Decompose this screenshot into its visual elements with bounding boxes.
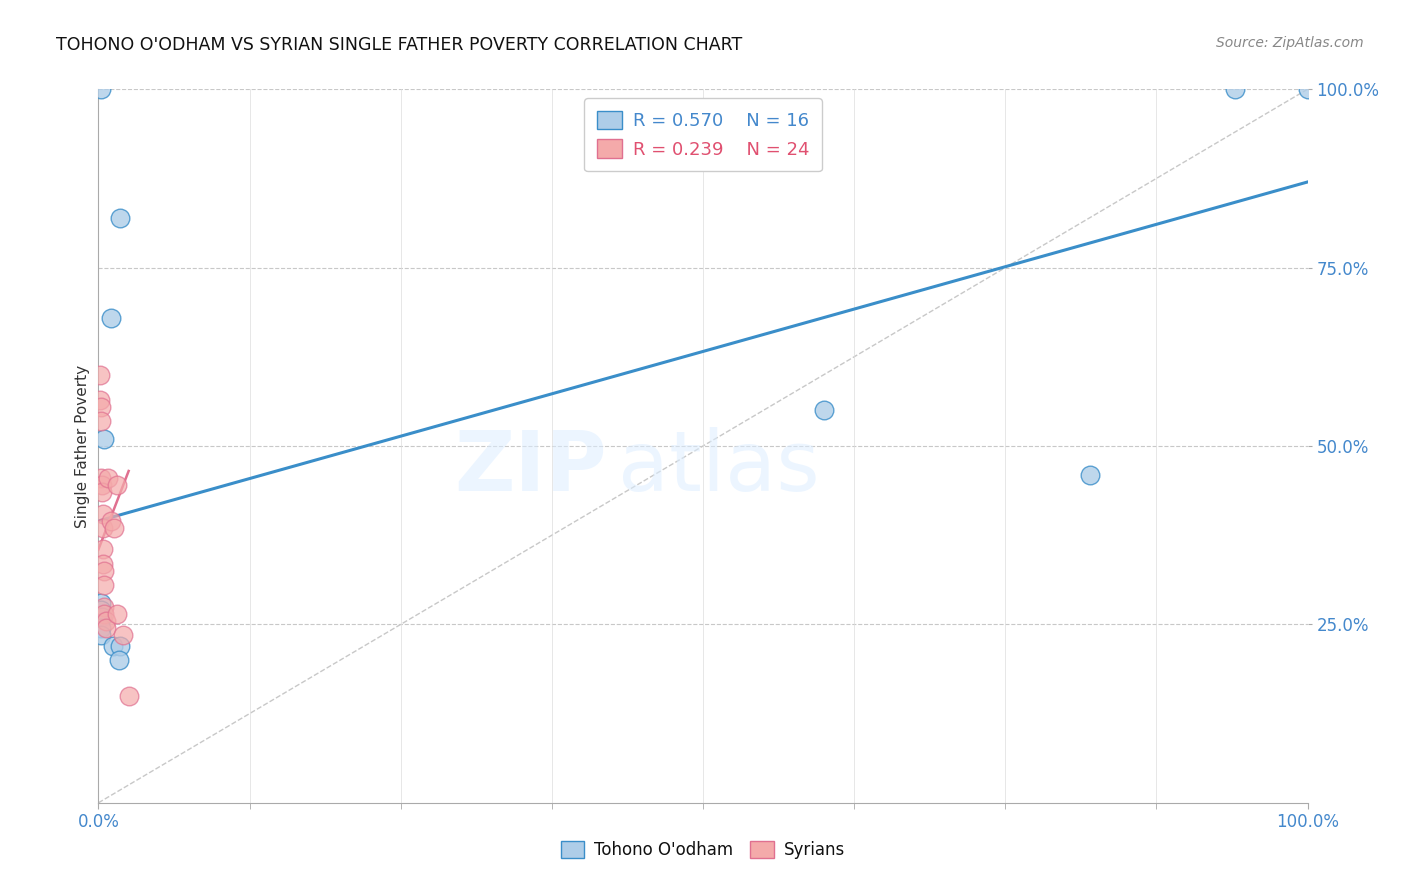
Legend: Tohono O'odham, Syrians: Tohono O'odham, Syrians xyxy=(554,834,852,866)
Point xyxy=(91,485,114,500)
Point xyxy=(108,639,131,653)
Point xyxy=(100,310,122,325)
Y-axis label: Single Father Poverty: Single Father Poverty xyxy=(75,365,90,527)
Point xyxy=(813,403,835,417)
Point xyxy=(111,628,134,642)
Text: TOHONO O'ODHAM VS SYRIAN SINGLE FATHER POVERTY CORRELATION CHART: TOHONO O'ODHAM VS SYRIAN SINGLE FATHER P… xyxy=(56,36,742,54)
Point xyxy=(90,621,112,635)
Point xyxy=(90,471,112,485)
Point xyxy=(97,471,120,485)
Text: Source: ZipAtlas.com: Source: ZipAtlas.com xyxy=(1216,36,1364,50)
Point xyxy=(93,578,115,592)
Point xyxy=(91,610,114,624)
Point xyxy=(108,211,131,225)
Point xyxy=(90,82,112,96)
Point xyxy=(90,603,112,617)
Point xyxy=(89,392,111,407)
Point xyxy=(90,628,112,642)
Point xyxy=(94,621,117,635)
Point xyxy=(100,514,122,528)
Point xyxy=(101,639,124,653)
Point xyxy=(91,478,114,492)
Point xyxy=(90,414,112,428)
Point xyxy=(1296,82,1319,96)
Point xyxy=(103,521,125,535)
Point xyxy=(1223,82,1246,96)
Text: ZIP: ZIP xyxy=(454,427,606,508)
Text: atlas: atlas xyxy=(619,427,820,508)
Point xyxy=(93,607,115,621)
Point xyxy=(93,564,115,578)
Point xyxy=(89,368,111,382)
Point xyxy=(105,607,128,621)
Point xyxy=(1078,467,1101,482)
Point xyxy=(108,653,131,667)
Point xyxy=(105,478,128,492)
Point xyxy=(91,507,114,521)
Point xyxy=(90,400,112,414)
Point xyxy=(91,542,114,557)
Point xyxy=(93,432,115,446)
Point xyxy=(90,596,112,610)
Point xyxy=(94,614,117,628)
Point xyxy=(118,689,141,703)
Point xyxy=(93,599,115,614)
Point xyxy=(91,557,114,571)
Point xyxy=(91,521,114,535)
